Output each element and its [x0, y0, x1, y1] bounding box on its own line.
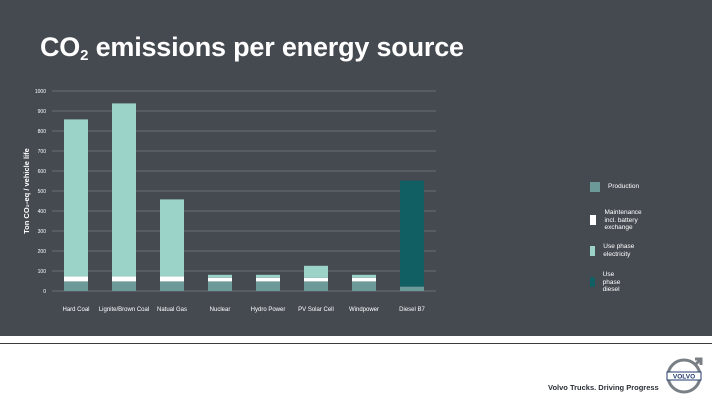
bar-segment-use-phase-diesel — [400, 180, 424, 287]
legend-item: Maintenance incl. battery exchange — [590, 209, 645, 232]
x-tick-label: Lignite/Brown Coal — [99, 307, 149, 313]
legend-swatch — [590, 277, 595, 288]
legend-swatch — [590, 245, 596, 256]
x-tick-label: Hard Coal — [62, 307, 89, 313]
bar-segment-maintenance — [256, 277, 280, 282]
bar-segment-maintenance — [112, 276, 136, 282]
bar-segment-use-phase-electricity — [64, 119, 88, 277]
bar-segment-production — [352, 281, 376, 291]
bar-segment-production — [112, 281, 136, 291]
emissions-chart: 0 100 200 300 400 500 600 700 800 900 1000 Ton CO₂-… — [22, 89, 436, 313]
title-subscript: 2 — [80, 47, 89, 64]
bar-segment-use-phase-electricity — [112, 103, 136, 277]
legend-label: Production — [608, 183, 640, 191]
title-rest: emissions per energy source — [88, 32, 464, 62]
bar-segment-maintenance — [160, 276, 184, 282]
slide-background: CO2 emissions per energy source 0 100 200 3… — [0, 0, 712, 336]
legend-item: Use phase diesel — [590, 271, 626, 294]
legend-label: Maintenance incl. battery exchange — [604, 209, 642, 231]
legend-item: Production — [590, 182, 639, 192]
bar-segment-production — [208, 281, 232, 291]
footer-divider — [0, 343, 712, 344]
x-tick-label: Nuclear — [210, 307, 231, 313]
x-tick-label: Diesel B7 — [399, 307, 425, 313]
x-tick-label: Natual Gas — [157, 307, 187, 313]
page-title: CO2 emissions per energy source — [40, 32, 464, 64]
y-tick-label: 0 — [43, 289, 46, 295]
x-tick-label: Windpower — [349, 307, 379, 313]
y-tick-label: 500 — [38, 189, 47, 195]
y-axis-label: Ton CO₂-eq / vehicle life — [22, 148, 31, 234]
bar-segment-use-phase-electricity — [208, 274, 232, 278]
footer-tagline: Volvo Trucks. Driving Progress — [548, 383, 659, 392]
volvo-logo-icon: VOLVO — [666, 357, 703, 394]
bar-segment-production — [160, 281, 184, 291]
legend-label: Use phase diesel — [602, 271, 621, 293]
bar-segment-production — [256, 281, 280, 291]
logo-wordmark: VOLVO — [673, 374, 695, 381]
legend-label: Use phase electricity — [603, 243, 635, 258]
y-tick-label: 800 — [38, 129, 47, 135]
y-tick-label: 900 — [38, 109, 47, 115]
y-tick-label: 200 — [38, 249, 47, 255]
bar-segment-production — [400, 286, 424, 291]
bar-segment-production — [304, 281, 328, 291]
y-tick-label: 300 — [38, 229, 47, 235]
y-tick-label: 400 — [38, 209, 47, 215]
x-tick-label: Hydro Power — [251, 307, 286, 313]
bar-segment-maintenance — [304, 277, 328, 282]
y-tick-label: 100 — [38, 269, 47, 275]
y-tick-label: 700 — [38, 149, 47, 155]
bar-segment-use-phase-electricity — [256, 274, 280, 278]
y-tick-label: 600 — [38, 169, 47, 175]
bar-segment-use-phase-electricity — [160, 199, 184, 277]
y-tick-label: 1000 — [35, 89, 46, 95]
legend-item: Use phase electricity — [590, 243, 635, 258]
bar-segment-maintenance — [208, 277, 232, 282]
bar-segment-use-phase-electricity — [304, 265, 328, 278]
bar-segment-production — [64, 281, 88, 291]
title-co: CO — [40, 32, 81, 62]
legend-swatch — [590, 182, 600, 192]
legend-swatch — [590, 215, 597, 226]
bar-segment-maintenance — [352, 277, 376, 282]
bar-segment-maintenance — [64, 276, 88, 282]
bar-segment-use-phase-electricity — [352, 274, 376, 278]
x-tick-label: PV Solar Cell — [298, 307, 334, 313]
